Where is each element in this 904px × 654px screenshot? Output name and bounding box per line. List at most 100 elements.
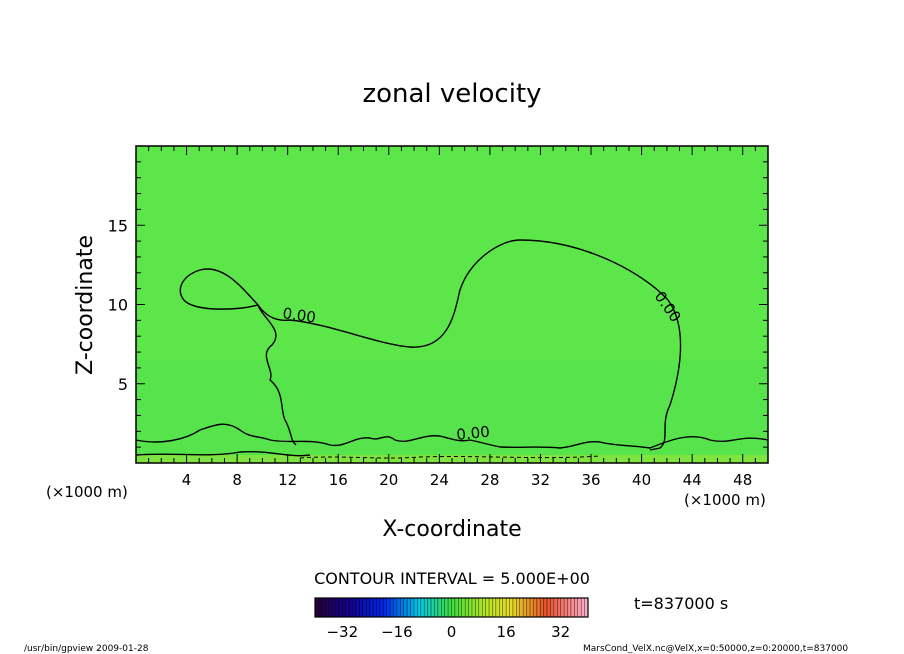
colorbar-swatch	[376, 598, 381, 617]
contour-left-descent	[257, 304, 297, 446]
colorbar-swatch	[502, 598, 507, 617]
colorbar-swatch	[512, 598, 517, 617]
plot-area: 0.00 0.00 0.00	[135, 145, 769, 464]
colorbar-swatch	[335, 598, 340, 617]
x-tick-label: 12	[278, 471, 297, 489]
colorbar-swatch	[349, 598, 353, 617]
colorbar-swatch	[485, 598, 490, 617]
colorbar-swatch	[373, 598, 377, 617]
colorbar-swatch	[567, 598, 572, 617]
colorbar-swatch	[325, 598, 329, 617]
colorbar-swatch	[417, 598, 422, 617]
colorbar-swatch	[366, 598, 370, 617]
x-axis-title: X-coordinate	[382, 517, 521, 542]
colorbar-swatch	[499, 598, 503, 617]
colorbar-swatch	[529, 598, 534, 617]
colorbar-tick-label: −16	[381, 623, 413, 641]
colorbar-swatch	[434, 598, 439, 617]
colorbar-swatch	[468, 598, 473, 617]
x-unit-left: (×1000 m)	[46, 483, 128, 501]
colorbar-swatch	[574, 598, 579, 617]
colorbar-swatch	[431, 598, 435, 617]
contour-surface	[135, 423, 769, 449]
colorbar-swatch	[543, 598, 548, 617]
colorbar-tick-label: 32	[551, 623, 570, 641]
colorbar-swatch	[475, 598, 480, 617]
colorbar	[315, 598, 589, 617]
colorbar-tick-label: 16	[497, 623, 516, 641]
y-tick-label: 5	[118, 375, 128, 394]
colorbar-swatch	[318, 598, 323, 617]
contour-interval-label: CONTOUR INTERVAL = 5.000E+00	[314, 569, 590, 588]
colorbar-swatch	[560, 598, 565, 617]
colorbar-swatch	[437, 598, 442, 617]
colorbar-swatch	[338, 598, 343, 617]
colorbar-swatch	[533, 598, 538, 617]
colorbar-tick-label: −32	[326, 623, 358, 641]
colorbar-swatch	[550, 598, 555, 617]
colorbar-swatch	[369, 598, 374, 617]
x-tick-label: 32	[531, 471, 550, 489]
colorbar-swatch	[396, 598, 401, 617]
colorbar-swatch	[482, 598, 486, 617]
colorbar-swatch	[557, 598, 561, 617]
colorbar-swatch	[427, 598, 432, 617]
colorbar-swatch	[441, 598, 445, 617]
colorbar-swatch	[584, 598, 589, 617]
colorbar-swatch	[526, 598, 531, 617]
colorbar-swatch	[328, 598, 333, 617]
contour-lines	[135, 239, 769, 457]
y-axis-title: Z-coordinate	[73, 235, 98, 375]
contour-main-envelope	[257, 239, 682, 451]
colorbar-swatch	[454, 598, 459, 617]
colorbar-swatch	[444, 598, 449, 617]
colorbar-swatch	[386, 598, 391, 617]
contour-label-1: 0.00	[281, 304, 317, 326]
colorbar-swatch	[407, 598, 411, 617]
colorbar-swatch	[509, 598, 514, 617]
contour-label-3: 0.00	[456, 423, 491, 444]
x-tick-label: 4	[182, 471, 192, 489]
colorbar-swatch	[478, 598, 483, 617]
colorbar-swatch	[413, 598, 418, 617]
colorbar-swatch	[383, 598, 387, 617]
chart-title: zonal velocity	[362, 79, 541, 109]
colorbar-swatch	[523, 598, 527, 617]
colorbar-swatch	[352, 598, 357, 617]
colorbar-swatch	[570, 598, 575, 617]
colorbar-swatch	[492, 598, 497, 617]
colorbar-swatch	[458, 598, 463, 617]
contour-surface-lower	[135, 450, 311, 457]
colorbar-swatch	[451, 598, 456, 617]
colorbar-swatch	[315, 598, 319, 617]
colorbar-swatch	[577, 598, 582, 617]
colorbar-swatch	[321, 598, 326, 617]
colorbar-frame	[314, 597, 589, 618]
colorbar-swatch	[342, 598, 347, 617]
colorbar-swatch	[495, 598, 500, 617]
y-tick-label: 15	[108, 216, 128, 235]
colorbar-swatch	[536, 598, 541, 617]
colorbar-swatch	[424, 598, 428, 617]
colorbar-ticks: −32 −16 0 16 32	[326, 623, 570, 641]
contour-left-lobe	[179, 268, 260, 310]
x-tick-label: 8	[232, 471, 242, 489]
x-tick-label: 48	[733, 471, 752, 489]
x-tick-label: 20	[379, 471, 398, 489]
colorbar-swatch	[519, 598, 524, 617]
colorbar-swatch	[379, 598, 384, 617]
colorbar-swatch	[403, 598, 408, 617]
colorbar-swatch	[355, 598, 360, 617]
footer-right: MarsCond_VelX.nc@VelX,x=0:50000,z=0:2000…	[583, 644, 848, 654]
x-tick-label: 40	[632, 471, 651, 489]
x-axis-ticks: 4 8 12 16 20 24 28 32 36 40 44 48	[148, 146, 756, 489]
y-tick-label: 10	[108, 296, 128, 315]
x-unit-right: (×1000 m)	[684, 491, 766, 509]
time-label: t=837000 s	[634, 594, 728, 613]
colorbar-swatch	[564, 598, 568, 617]
colorbar-swatch	[553, 598, 558, 617]
colorbar-swatch	[393, 598, 398, 617]
colorbar-swatch	[359, 598, 364, 617]
x-tick-label: 24	[430, 471, 449, 489]
